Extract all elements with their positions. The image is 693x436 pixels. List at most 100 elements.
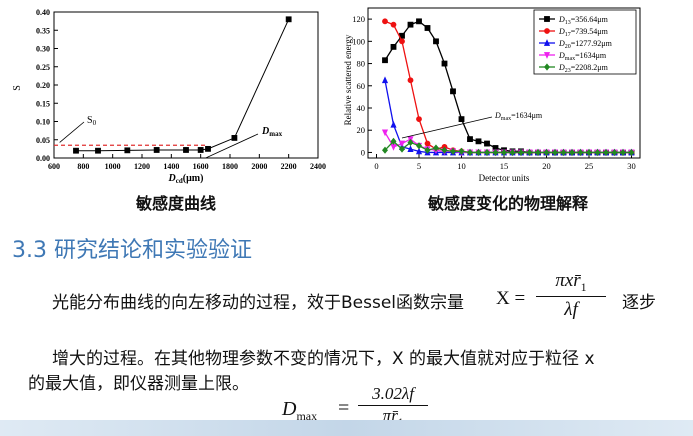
data-point <box>509 148 516 157</box>
x-tick-label: 20 <box>542 161 551 171</box>
data-point <box>441 146 448 154</box>
data-point <box>197 147 204 153</box>
data-point <box>95 147 101 154</box>
x-tick-label: 2000 <box>251 162 267 171</box>
left-chart-caption: 敏感度曲线 <box>136 194 217 213</box>
data-point <box>390 143 397 151</box>
paragraph-line-2: 增大的过程。在其他物理参数不变的情况下，X 的最大值就对应于粒径 x <box>52 349 595 369</box>
x-tick-label: 5 <box>417 161 421 171</box>
x-tick-label: 2400 <box>310 162 326 171</box>
paragraph-tail: 逐步 <box>622 293 656 313</box>
x-tick-label: 800 <box>77 162 89 171</box>
legend-marker <box>544 63 550 71</box>
y-tick-label: 20 <box>357 125 366 135</box>
s0-leader <box>59 121 85 143</box>
data-point <box>501 148 507 157</box>
dmax-leader <box>205 133 259 159</box>
data-point <box>543 148 550 157</box>
data-point <box>450 147 456 155</box>
y-tick-label: 0.15 <box>36 99 50 108</box>
formula-lhs-sub: max <box>296 409 318 423</box>
y-tick-label: 40 <box>357 103 366 113</box>
data-point <box>518 148 524 157</box>
data-point <box>569 148 575 157</box>
x-axis-label: Detector units <box>479 173 530 183</box>
data-point <box>577 148 584 157</box>
data-point <box>611 148 618 157</box>
y-tick-label: 0.35 <box>36 26 50 35</box>
fraction-numerator-sub: 1 <box>580 279 587 294</box>
data-point <box>415 147 423 155</box>
y-tick-label: 0.20 <box>36 81 50 90</box>
data-point <box>433 38 439 45</box>
x-tick-label: 30 <box>627 161 636 171</box>
section-title: 3.3 研究结论和实验验证 <box>12 238 252 263</box>
legend-label: D13=356.64μm <box>558 15 609 26</box>
y-tick-label: 60 <box>357 81 366 91</box>
x-tick-label: 2200 <box>281 162 297 171</box>
data-point <box>450 88 456 95</box>
x-tick-label: 0 <box>374 161 378 171</box>
data-point <box>484 148 490 157</box>
data-point <box>458 147 465 155</box>
s0-label: S0 <box>87 115 97 127</box>
y-tick-label: 120 <box>352 14 365 24</box>
data-point <box>492 148 499 157</box>
dmax-annotation: Dmax=1634μm <box>494 111 543 122</box>
data-point <box>424 140 431 147</box>
x-tick-label: 1800 <box>222 162 238 171</box>
data-point <box>484 140 490 147</box>
legend-label: D17=739.54μm <box>558 27 609 38</box>
data-point <box>381 76 389 84</box>
y-tick-label: 100 <box>352 36 365 46</box>
data-point <box>475 148 482 157</box>
data-point <box>285 16 292 23</box>
paragraph-line-1: 光能分布曲线的向左移动的过程，效于Bessel函数宗量 <box>52 293 465 313</box>
data-point <box>467 148 473 157</box>
data-point <box>124 147 131 154</box>
data-point <box>407 138 414 147</box>
y-tick-label: 0.25 <box>36 63 50 72</box>
data-point <box>475 138 482 145</box>
data-point <box>535 148 541 157</box>
legend-label: Dmax=1634μm <box>558 51 607 62</box>
footer-bar <box>0 420 693 436</box>
data-point <box>390 21 397 28</box>
right-chart-caption: 敏感度变化的物理解释 <box>428 194 589 213</box>
formula-lhs: D <box>282 398 297 420</box>
data-point <box>433 144 439 152</box>
data-point <box>399 38 405 45</box>
data-point <box>526 148 533 157</box>
x-tick-label: 1600 <box>193 162 209 171</box>
legend-marker <box>543 39 551 46</box>
data-point <box>231 135 238 141</box>
data-point <box>390 137 397 145</box>
y-tick-label: 0.00 <box>36 154 50 163</box>
data-point <box>390 120 397 128</box>
data-point <box>73 147 79 154</box>
bessel-argument-fraction: πxr̄1 λf <box>536 270 606 321</box>
legend-box <box>533 9 637 75</box>
data-point <box>416 116 422 123</box>
data-point <box>467 136 473 143</box>
data-point <box>407 21 414 28</box>
data-point <box>382 146 388 154</box>
x-tick-label: 1000 <box>105 162 121 171</box>
y-tick-label: 0 <box>361 147 365 157</box>
data-point <box>628 148 635 157</box>
data-point <box>594 148 601 157</box>
data-point <box>441 60 448 67</box>
data-point <box>424 25 431 31</box>
fraction-numerator: πxr̄ <box>555 270 581 291</box>
data-point <box>586 148 592 157</box>
data-point <box>458 116 465 123</box>
bessel-x-label: X = <box>496 288 526 309</box>
sensitivity-chart: 0.00 0.05 0.10 0.15 0.20 0.25 0.30 0.35 0.40 600 8… <box>12 8 326 185</box>
data-point <box>398 140 406 148</box>
data-point <box>416 142 422 150</box>
x-tick-label: 25 <box>585 161 594 171</box>
data-point <box>424 146 431 154</box>
y-axis-label: S <box>12 85 23 91</box>
dmax-leader <box>401 116 493 139</box>
data-point <box>382 18 388 25</box>
